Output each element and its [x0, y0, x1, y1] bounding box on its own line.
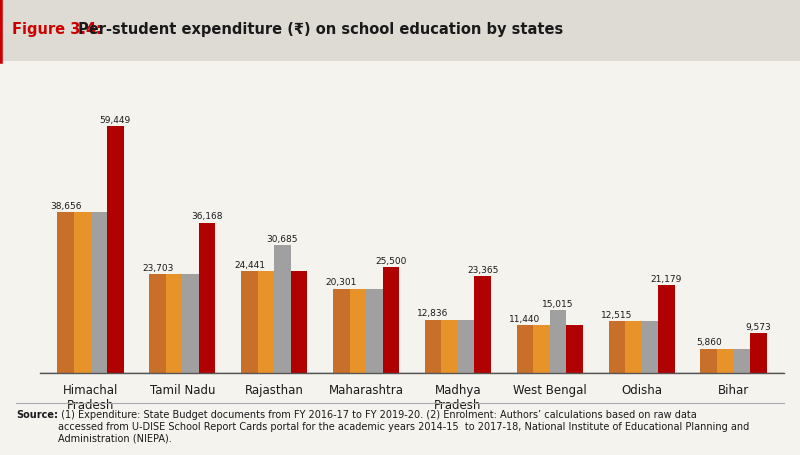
- Bar: [534, 326, 550, 373]
- Bar: [701, 349, 717, 373]
- Text: 59,449: 59,449: [100, 116, 131, 124]
- Bar: [642, 321, 658, 373]
- Bar: [566, 326, 583, 373]
- Bar: [241, 272, 258, 373]
- Text: 38,656: 38,656: [50, 202, 82, 211]
- Bar: [382, 268, 399, 373]
- Bar: [258, 272, 274, 373]
- Text: (1) Expenditure: State Budget documents from FY 2016-17 to FY 2019-20. (2) Enrol: (1) Expenditure: State Budget documents …: [58, 410, 749, 443]
- Bar: [625, 321, 642, 373]
- Text: 36,168: 36,168: [191, 212, 223, 221]
- Bar: [58, 213, 74, 373]
- Bar: [517, 326, 534, 373]
- Bar: [609, 321, 625, 373]
- Bar: [750, 334, 766, 373]
- Bar: [182, 275, 199, 373]
- Text: 23,703: 23,703: [142, 264, 174, 273]
- Text: 24,441: 24,441: [234, 261, 265, 270]
- Bar: [474, 276, 491, 373]
- Text: 5,860: 5,860: [696, 338, 722, 347]
- Text: 12,836: 12,836: [418, 309, 449, 318]
- Bar: [442, 320, 458, 373]
- Bar: [425, 320, 442, 373]
- Bar: [150, 275, 166, 373]
- Bar: [274, 246, 290, 373]
- Text: 11,440: 11,440: [510, 314, 541, 324]
- Text: 23,365: 23,365: [467, 265, 498, 274]
- Bar: [166, 275, 182, 373]
- Bar: [550, 311, 566, 373]
- Bar: [199, 223, 215, 373]
- Text: 9,573: 9,573: [746, 322, 771, 331]
- Bar: [107, 126, 123, 373]
- Bar: [333, 289, 350, 373]
- Bar: [717, 349, 734, 373]
- Bar: [734, 349, 750, 373]
- Bar: [290, 272, 307, 373]
- Text: 15,015: 15,015: [542, 300, 574, 309]
- Text: Figure 3.4:: Figure 3.4:: [12, 22, 102, 37]
- Bar: [90, 213, 107, 373]
- Text: 21,179: 21,179: [650, 274, 682, 283]
- Text: 20,301: 20,301: [326, 278, 357, 287]
- Bar: [350, 289, 366, 373]
- Text: Per-student expenditure (₹) on school education by states: Per-student expenditure (₹) on school ed…: [78, 22, 563, 37]
- Bar: [658, 285, 674, 373]
- Text: 30,685: 30,685: [266, 235, 298, 244]
- Bar: [74, 213, 90, 373]
- Text: Source:: Source:: [16, 410, 58, 420]
- Text: 12,515: 12,515: [601, 310, 633, 319]
- Bar: [458, 320, 474, 373]
- Text: 25,500: 25,500: [375, 256, 406, 265]
- Bar: [366, 289, 382, 373]
